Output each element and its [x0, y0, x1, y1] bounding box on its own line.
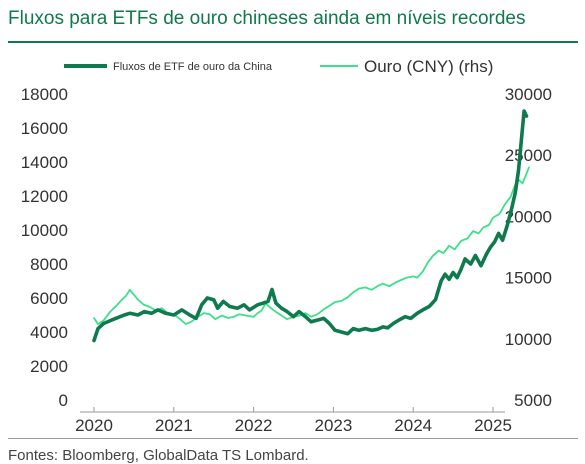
right-tick-label: 25000	[505, 146, 552, 165]
x-tick-label: 2022	[235, 416, 273, 435]
left-tick-label: 4000	[30, 323, 68, 342]
right-tick-label: 30000	[505, 85, 552, 104]
right-axis-ticks: 30000 25000 20000 15000 10000 5000	[505, 85, 552, 410]
left-tick-label: 6000	[30, 289, 68, 308]
left-tick-label: 0	[59, 391, 68, 410]
footer-divider	[8, 438, 578, 439]
x-tick-label: 2023	[314, 416, 352, 435]
left-tick-label: 12000	[21, 187, 68, 206]
chart-title: Fluxos para ETFs de ouro chineses ainda …	[8, 8, 526, 29]
right-tick-label: 20000	[505, 207, 552, 226]
left-tick-label: 14000	[21, 153, 68, 172]
left-tick-label: 16000	[21, 119, 68, 138]
legend-label-flows: Fluxos de ETF de ouro da China	[113, 61, 273, 73]
right-tick-label: 10000	[505, 330, 552, 349]
series-lines	[92, 109, 530, 343]
left-tick-label: 10000	[21, 221, 68, 240]
x-tick-label: 2024	[394, 416, 432, 435]
left-tick-label: 2000	[30, 357, 68, 376]
left-axis-ticks: 18000 16000 14000 12000 10000 8000 6000 4000 200…	[21, 85, 68, 410]
x-tick-label: 2020	[75, 416, 113, 435]
series-line-flows	[92, 109, 529, 343]
x-axis-ticks: 2020 2021 2022 2023 2024 2025	[75, 407, 512, 435]
source-note: Fontes: Bloomberg, GlobalData TS Lombard…	[8, 447, 309, 464]
right-tick-label: 15000	[505, 269, 552, 288]
right-tick-label: 5000	[514, 391, 552, 410]
left-tick-label: 18000	[21, 85, 68, 104]
legend-label-gold: Ouro (CNY) (rhs)	[364, 57, 493, 76]
left-tick-label: 8000	[30, 255, 68, 274]
legend: Fluxos de ETF de ouro da China Ouro (CNY…	[64, 57, 493, 76]
x-tick-label: 2021	[155, 416, 193, 435]
line-chart: Fluxos de ETF de ouro da China Ouro (CNY…	[21, 57, 552, 435]
x-tick-label: 2025	[474, 416, 512, 435]
title-underline	[8, 41, 578, 43]
series-line-gold	[93, 166, 530, 325]
